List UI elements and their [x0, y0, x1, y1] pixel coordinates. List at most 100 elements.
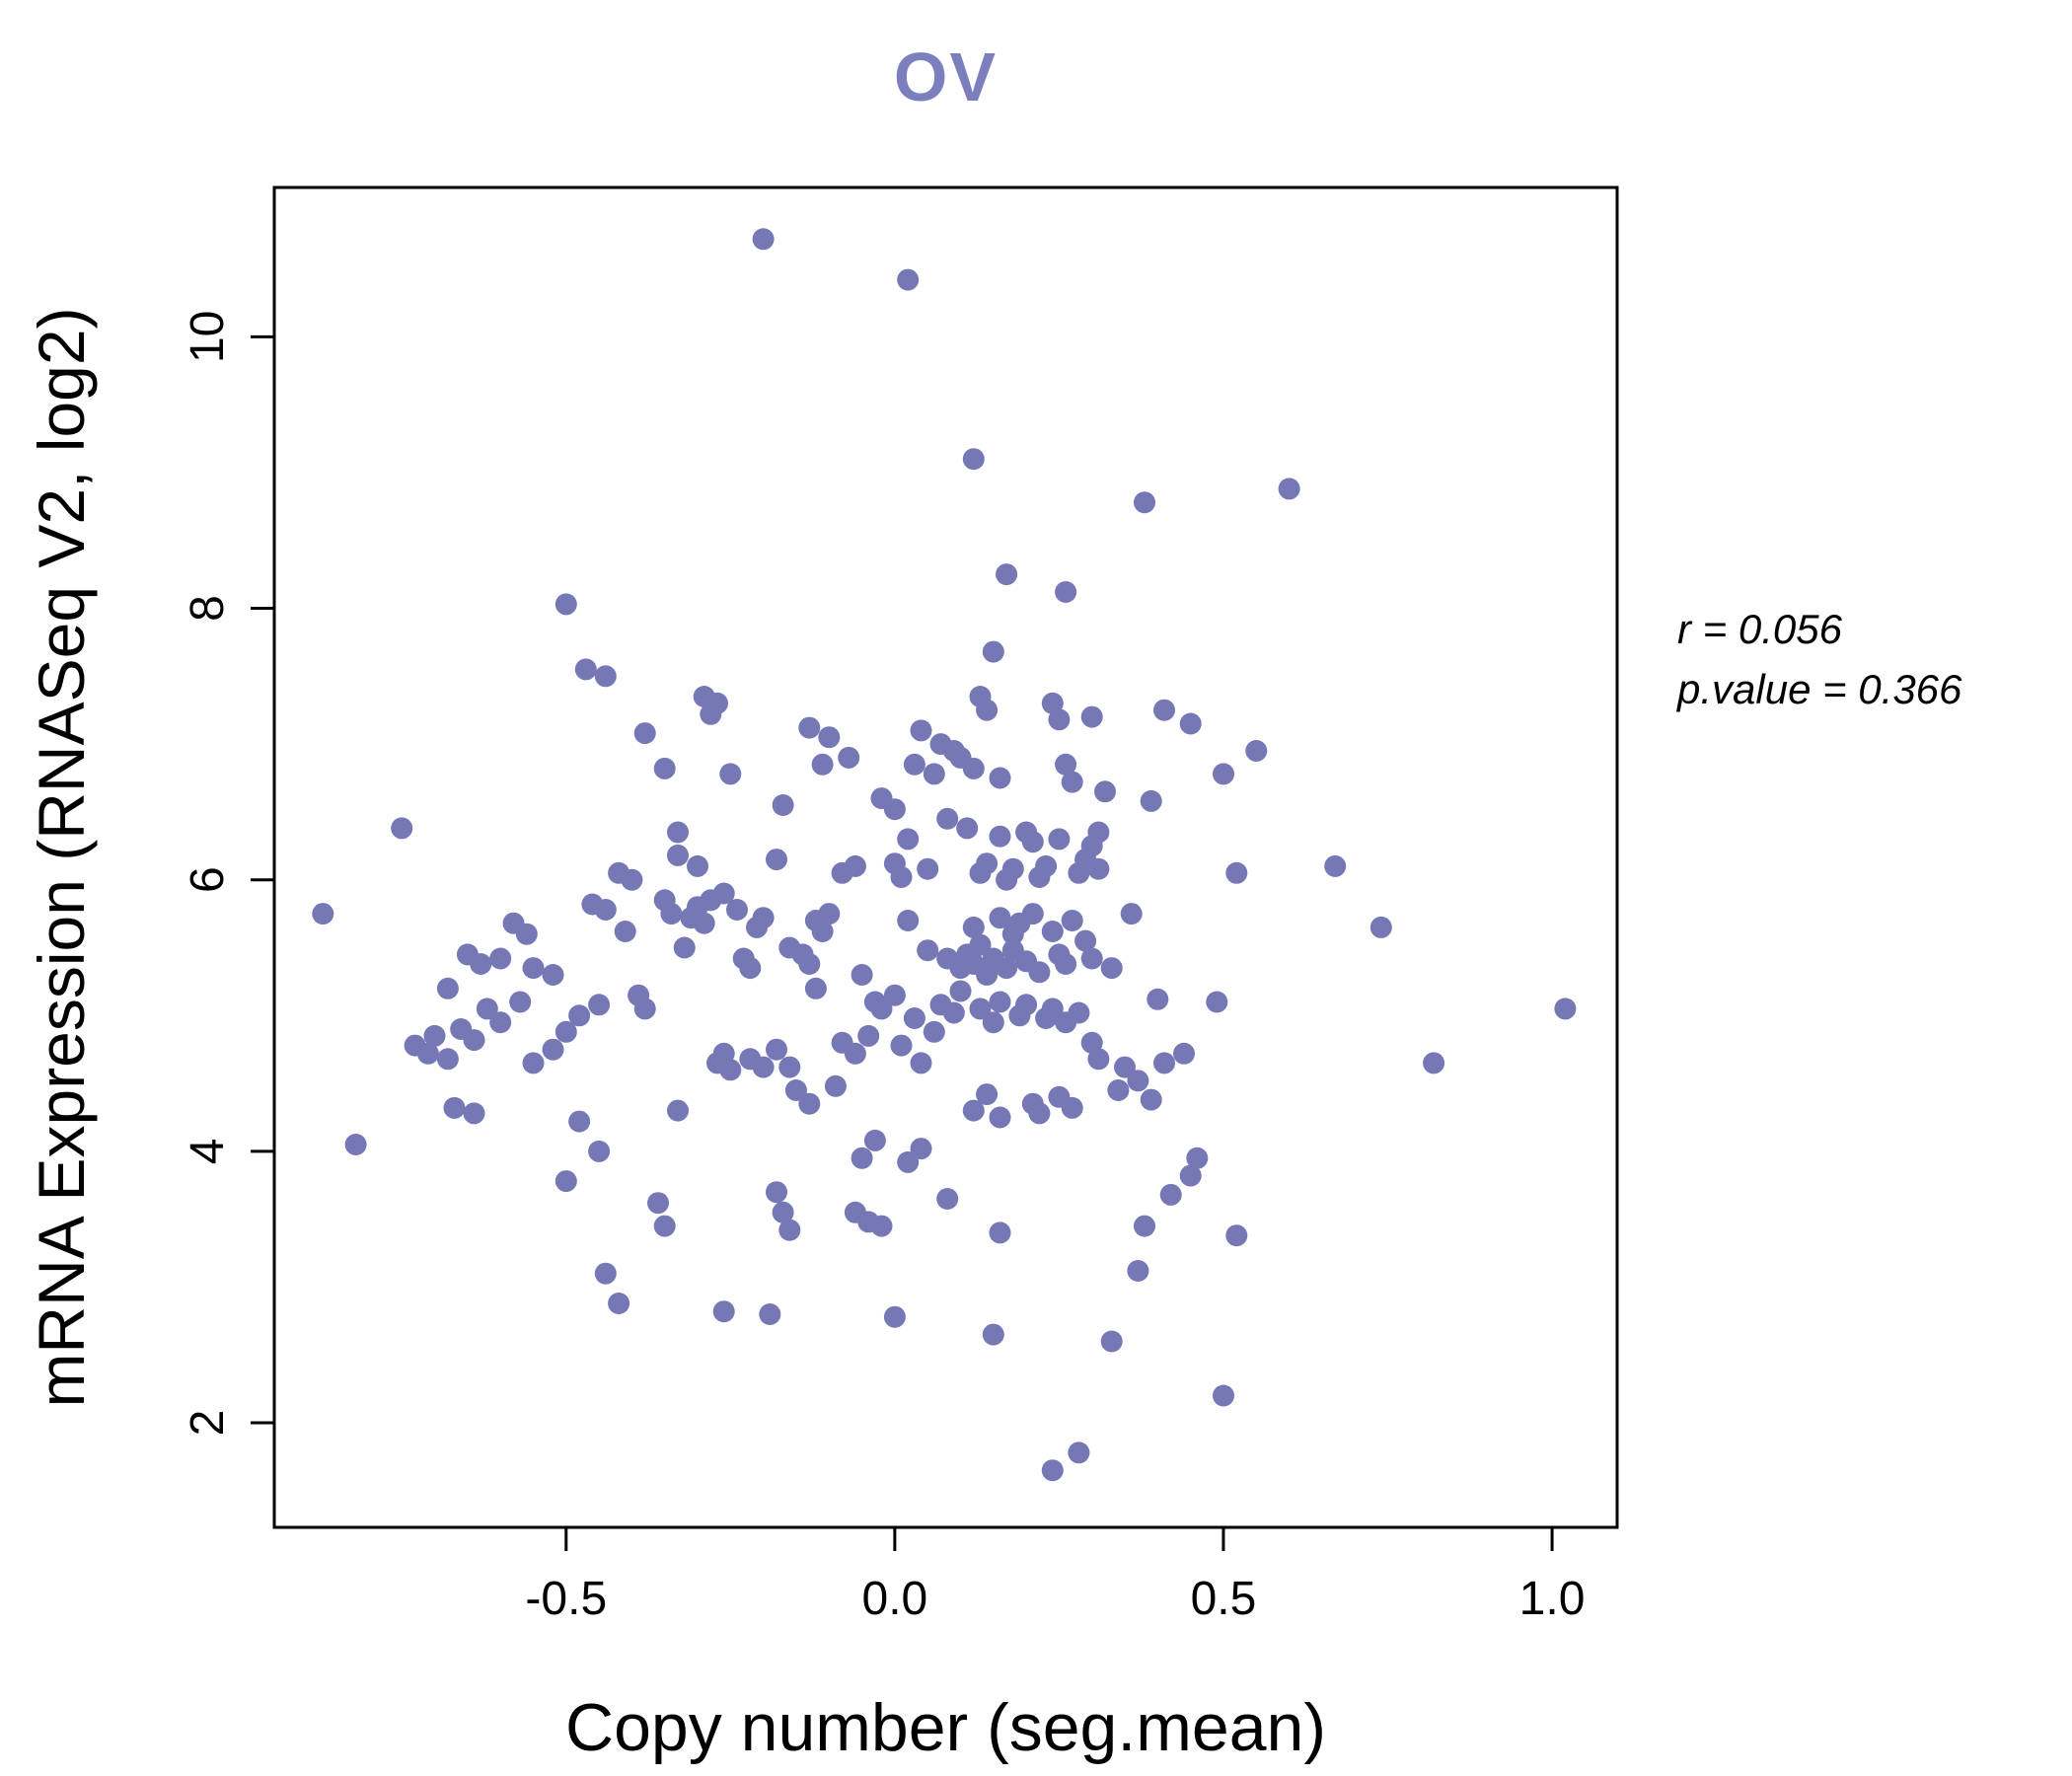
data-point	[489, 1011, 512, 1034]
data-point	[1061, 1096, 1083, 1119]
data-point	[660, 903, 683, 925]
data-point	[555, 593, 577, 616]
data-point	[555, 1170, 577, 1193]
data-point	[1186, 1147, 1209, 1169]
data-point	[969, 998, 992, 1020]
data-point	[633, 998, 656, 1020]
data-point	[1035, 854, 1058, 877]
data-point	[1055, 953, 1077, 975]
data-point	[555, 1020, 577, 1043]
data-point	[1028, 961, 1051, 984]
data-point	[1147, 988, 1169, 1010]
data-point	[1153, 1052, 1175, 1074]
data-point	[1087, 857, 1110, 880]
data-point	[883, 798, 906, 821]
data-point	[897, 268, 920, 291]
data-point	[1127, 1070, 1149, 1092]
data-point	[667, 821, 689, 844]
data-point	[436, 977, 459, 999]
data-point	[917, 939, 939, 962]
data-point	[897, 910, 920, 931]
data-point	[588, 1140, 611, 1162]
data-point	[1100, 957, 1123, 980]
plot-title: OV	[893, 38, 999, 115]
data-point	[1080, 1031, 1103, 1054]
data-point	[1041, 692, 1064, 714]
data-point	[693, 912, 715, 934]
data-point	[863, 1129, 886, 1151]
data-point	[969, 933, 992, 956]
data-point	[667, 844, 689, 866]
data-point	[1225, 1224, 1248, 1247]
data-point	[1225, 861, 1248, 884]
data-point	[476, 998, 498, 1020]
data-point	[824, 1074, 847, 1097]
data-point	[542, 964, 564, 986]
data-point	[594, 899, 617, 921]
data-point	[568, 1004, 591, 1027]
y-tick-label: 2	[182, 1410, 234, 1437]
data-point	[942, 1001, 965, 1024]
data-point	[949, 980, 972, 1002]
data-point	[1213, 763, 1234, 785]
data-point	[1159, 1183, 1182, 1206]
data-point	[989, 1221, 1011, 1244]
data-point	[653, 757, 676, 779]
y-tick-label: 10	[182, 311, 234, 363]
data-point	[1213, 1384, 1234, 1407]
data-point	[962, 916, 985, 938]
data-point	[976, 852, 999, 875]
data-point	[443, 1096, 466, 1119]
data-point	[726, 899, 748, 921]
data-point	[588, 994, 611, 1016]
data-point	[798, 953, 821, 975]
data-point	[752, 907, 775, 929]
data-point	[989, 1106, 1011, 1129]
data-point	[719, 1059, 742, 1081]
data-point	[989, 825, 1011, 848]
data-point	[1087, 821, 1110, 844]
data-point	[1134, 1215, 1155, 1237]
data-point	[1055, 753, 1077, 776]
data-point	[766, 1181, 787, 1204]
data-point	[522, 957, 545, 980]
data-point	[594, 1262, 617, 1285]
data-point	[851, 1147, 873, 1169]
data-point	[883, 1305, 906, 1328]
data-point	[798, 716, 821, 739]
data-point	[423, 1024, 446, 1047]
data-point	[811, 753, 834, 776]
data-point	[568, 1110, 591, 1133]
data-point	[989, 907, 1011, 929]
data-point	[1179, 712, 1202, 735]
data-point	[897, 828, 920, 851]
data-point	[1173, 1042, 1195, 1065]
data-point	[936, 1188, 959, 1210]
data-point	[1554, 998, 1577, 1020]
data-point	[910, 1052, 932, 1074]
data-point	[982, 1323, 1004, 1346]
x-tick-label: 0.0	[862, 1573, 928, 1625]
data-point	[1055, 581, 1077, 603]
data-point	[1100, 1330, 1123, 1353]
data-point	[1087, 1048, 1110, 1071]
data-point	[870, 1215, 893, 1237]
data-point	[844, 854, 866, 877]
data-point	[778, 1219, 801, 1241]
data-point	[962, 1099, 985, 1122]
data-point	[463, 1029, 485, 1052]
y-tick-label: 6	[182, 866, 234, 893]
y-tick-label: 8	[182, 595, 234, 622]
data-point	[1094, 780, 1116, 803]
data-point	[976, 699, 999, 721]
data-point	[700, 703, 722, 725]
data-point	[772, 794, 794, 816]
r-value-text: r = 0.056	[1677, 606, 1842, 652]
data-point	[778, 1056, 801, 1078]
data-point	[344, 1134, 367, 1155]
data-point	[818, 726, 841, 749]
data-point	[976, 964, 999, 986]
data-point	[752, 228, 775, 251]
data-point	[673, 936, 696, 959]
data-point	[1324, 854, 1347, 877]
